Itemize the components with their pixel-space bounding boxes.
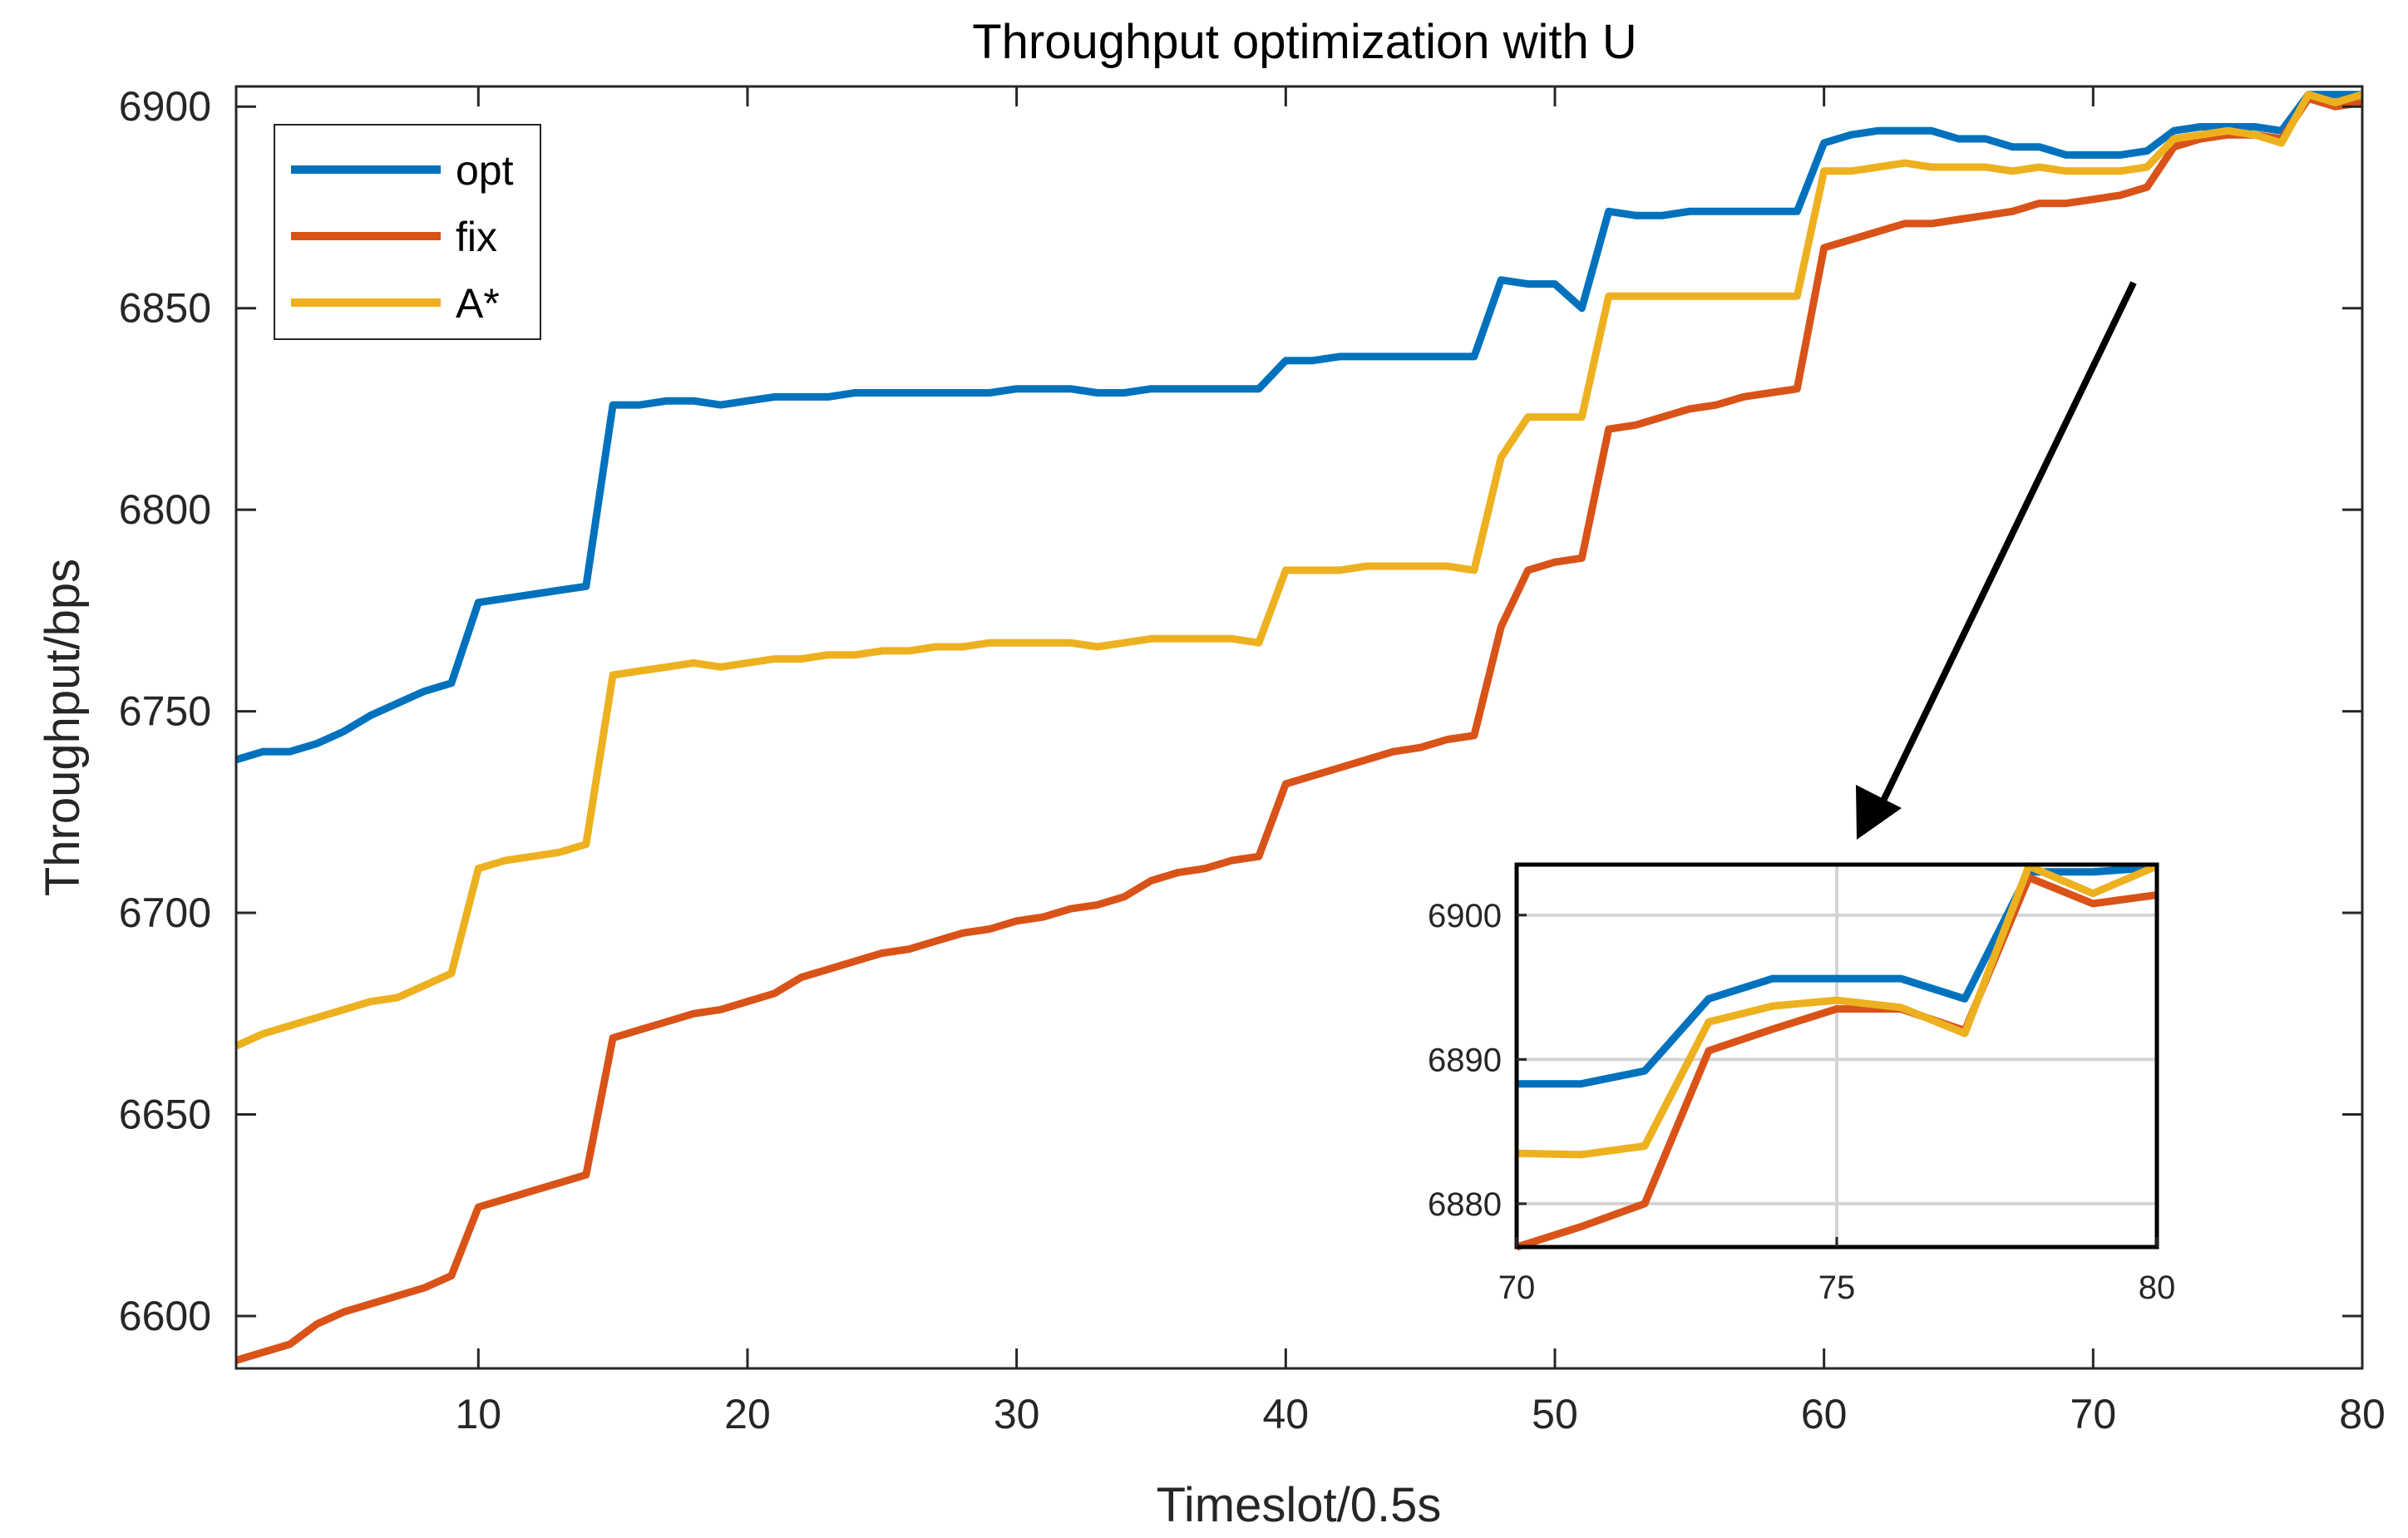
inset-series-line-fix — [1515, 874, 2158, 1251]
inset-plot: 70 75 80 6880 6890 6900 — [1428, 862, 2175, 1306]
main-plot: 10 20 30 40 50 60 70 80 6600 6650 6700 6750 6800 6850… — [119, 83, 2386, 1437]
inset-x-tick-label: 75 — [1818, 1269, 1856, 1306]
main-x-tick-label: 80 — [2339, 1391, 2386, 1437]
y-axis-title: Throughput/bps — [36, 559, 90, 896]
legend-label-astar: A* — [456, 280, 500, 327]
main-series-group — [234, 91, 2364, 1364]
x-axis-title: Timeslot/0.5s — [1157, 1478, 1442, 1532]
main-series-line-astar — [234, 91, 2364, 1050]
legend: opt fix A* — [274, 124, 541, 340]
inset-series-line-astar — [1516, 862, 2159, 1159]
main-series-line-opt — [234, 91, 2362, 764]
main-x-tick-label: 70 — [2070, 1391, 2117, 1437]
main-y-tick-label: 6700 — [119, 890, 211, 936]
main-plot-frame — [234, 85, 2364, 1370]
inset-y-tick-label: 6880 — [1428, 1186, 1502, 1223]
main-x-tick-label: 60 — [1801, 1391, 1848, 1437]
inset-series-group — [1515, 862, 2159, 1251]
chart-title: Throughput optimization with U — [972, 15, 1637, 69]
inset-x-tick-label: 80 — [2139, 1269, 2176, 1306]
zoom-arrow-shaft — [1869, 281, 2137, 825]
legend-label-opt: opt — [456, 147, 514, 194]
main-ticks-group: 10 20 30 40 50 60 70 80 6600 6650 6700 6750 6800 6850… — [119, 83, 2386, 1437]
inset-x-tick-label: 70 — [1498, 1269, 1536, 1306]
main-y-tick-label: 6900 — [119, 83, 211, 130]
legend-label-fix: fix — [456, 214, 497, 260]
inset-y-tick-label: 6890 — [1428, 1042, 1502, 1078]
inset-y-tick-label: 6900 — [1428, 898, 1502, 934]
main-x-tick-label: 10 — [455, 1391, 501, 1437]
zoom-arrow-head — [1856, 785, 1902, 840]
main-x-tick-label: 20 — [724, 1391, 771, 1437]
main-y-tick-label: 6600 — [119, 1293, 211, 1339]
main-x-tick-label: 30 — [994, 1391, 1040, 1437]
main-x-tick-label: 40 — [1263, 1391, 1310, 1437]
zoom-arrow — [1856, 281, 2137, 840]
main-x-tick-label: 50 — [1532, 1391, 1578, 1437]
main-y-tick-label: 6650 — [119, 1092, 211, 1138]
main-y-tick-label: 6800 — [119, 486, 211, 533]
main-y-tick-label: 6750 — [119, 688, 211, 735]
main-y-tick-label: 6850 — [119, 285, 211, 332]
inset-ticks-group: 70 75 80 6880 6890 6900 — [1428, 898, 2175, 1306]
main-series-line-fix — [234, 95, 2363, 1364]
